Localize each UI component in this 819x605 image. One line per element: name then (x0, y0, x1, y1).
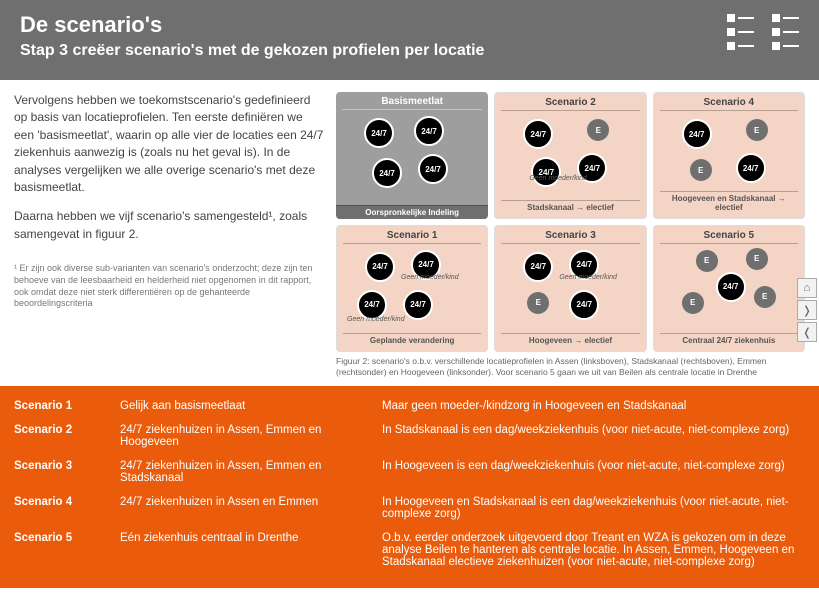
row-b: Maar geen moeder-/kindzorg in Hoogeveen … (382, 400, 805, 412)
card-note: Geen moeder/kind (559, 274, 617, 281)
node-e: E (587, 119, 609, 141)
card-scenario-1: Scenario 1 24/7 24/7 Geen moeder/kind 24… (336, 225, 488, 352)
node-247: 24/7 (418, 154, 448, 184)
row-a: Gelijk aan basismeetlaat (120, 400, 368, 412)
card-title: Basismeetlat (342, 96, 482, 110)
card-title: Scenario 1 (343, 230, 481, 244)
figure-caption: Figuur 2: scenario's o.b.v. verschillend… (336, 356, 805, 378)
card-basismeetlat: Basismeetlat 24/7 24/7 24/7 24/7 Oorspro… (336, 92, 488, 219)
card-footer: Hoogeveen en Stadskanaal → electief (660, 191, 798, 214)
row-name: Scenario 1 (14, 400, 106, 412)
card-scenario-2: Scenario 2 24/7 E 24/7 24/7 Geen moeder/… (494, 92, 646, 219)
scenario-grid-wrap: Basismeetlat 24/7 24/7 24/7 24/7 Oorspro… (336, 92, 805, 378)
table-row: Scenario 4 24/7 ziekenhuizen in Assen en… (14, 490, 805, 526)
card-title: Scenario 3 (501, 230, 639, 244)
card-footer: Centraal 24/7 ziekenhuis (660, 333, 798, 347)
card-scenario-4: Scenario 4 24/7 E E 24/7 Hoogeveen en St… (653, 92, 805, 219)
node-247: 24/7 (531, 157, 561, 187)
header: De scenario's Stap 3 creëer scenario's m… (0, 0, 819, 80)
node-e: E (746, 119, 768, 141)
node-247: 24/7 (736, 153, 766, 183)
intro-text: Vervolgens hebben we toekomstscenario's … (14, 92, 324, 378)
node-247: 24/7 (682, 119, 712, 149)
card-note: Geen moeder/kind (529, 175, 587, 182)
intro-p2: Daarna hebben we vijf scenario's samenge… (14, 208, 324, 243)
table-row: Scenario 3 24/7 ziekenhuizen in Assen, E… (14, 454, 805, 490)
row-name: Scenario 4 (14, 496, 106, 520)
card-note: Geen moeder/kind (401, 274, 459, 281)
node-247: 24/7 (569, 290, 599, 320)
node-247: 24/7 (523, 252, 553, 282)
next-button[interactable]: ❭ (797, 300, 817, 320)
intro-p1: Vervolgens hebben we toekomstscenario's … (14, 92, 324, 196)
node-e: E (696, 250, 718, 272)
node-247: 24/7 (716, 272, 746, 302)
table-row: Scenario 1 Gelijk aan basismeetlaat Maar… (14, 394, 805, 418)
card-body: 24/7 E E 24/7 (660, 113, 798, 191)
node-e: E (690, 159, 712, 181)
node-247: 24/7 (364, 118, 394, 148)
card-footer: Stadskanaal → electief (501, 200, 639, 214)
table-row: Scenario 5 Eén ziekenhuis centraal in Dr… (14, 526, 805, 574)
footnote: ¹ Er zijn ook diverse sub-varianten van … (14, 263, 324, 310)
node-247: 24/7 (403, 290, 433, 320)
chevron-left-icon: ❬ (802, 326, 811, 339)
card-note: Geen moeder/kind (347, 316, 405, 323)
card-title: Scenario 4 (660, 97, 798, 111)
node-247: 24/7 (365, 252, 395, 282)
home-icon: ⌂ (804, 282, 811, 294)
row-b: In Hoogeveen is een dag/weekziekenhuis (… (382, 460, 805, 484)
card-footer: Hoogeveen → electief (501, 333, 639, 347)
header-text: De scenario's Stap 3 creëer scenario's m… (20, 12, 484, 60)
card-body: 24/7 24/7 Geen moeder/kind 24/7 24/7 Gee… (343, 246, 481, 333)
card-body: 24/7 E 24/7 24/7 Geen moeder/kind (501, 113, 639, 200)
row-a: Eén ziekenhuis centraal in Drenthe (120, 532, 368, 568)
node-e: E (754, 286, 776, 308)
scenario-table: Scenario 1 Gelijk aan basismeetlaat Maar… (0, 386, 819, 588)
chevron-right-icon: ❭ (802, 304, 811, 317)
node-e: E (527, 292, 549, 314)
node-247: 24/7 (372, 158, 402, 188)
card-scenario-3: Scenario 3 24/7 24/7 Geen moeder/kind E … (494, 225, 646, 352)
row-a: 24/7 ziekenhuizen in Assen en Emmen (120, 496, 368, 520)
logo-icon (727, 12, 799, 50)
node-247: 24/7 (523, 119, 553, 149)
card-body: 24/7 24/7 24/7 24/7 (342, 112, 482, 203)
card-footer: Geplande verandering (343, 333, 481, 347)
prev-button[interactable]: ❬ (797, 322, 817, 342)
card-footer: Oorspronkelijke Indeling (336, 205, 488, 219)
row-b: In Hoogeveen en Stadskanaal is een dag/w… (382, 496, 805, 520)
row-a: 24/7 ziekenhuizen in Assen, Emmen en Hoo… (120, 424, 368, 448)
card-scenario-5: Scenario 5 E E 24/7 E E Centraal 24/7 zi… (653, 225, 805, 352)
card-title: Scenario 2 (501, 97, 639, 111)
node-247: 24/7 (414, 116, 444, 146)
page-title: De scenario's (20, 12, 484, 38)
row-name: Scenario 3 (14, 460, 106, 484)
row-name: Scenario 2 (14, 424, 106, 448)
node-e: E (746, 248, 768, 270)
row-b: O.b.v. eerder onderzoek uitgevoerd door … (382, 532, 805, 568)
row-b: In Stadskanaal is een dag/weekziekenhuis… (382, 424, 805, 448)
row-name: Scenario 5 (14, 532, 106, 568)
card-title: Scenario 5 (660, 230, 798, 244)
nav-buttons: ⌂ ❭ ❬ (797, 278, 817, 342)
scenario-grid: Basismeetlat 24/7 24/7 24/7 24/7 Oorspro… (336, 92, 805, 352)
card-body: E E 24/7 E E (660, 246, 798, 333)
card-body: 24/7 24/7 Geen moeder/kind E 24/7 (501, 246, 639, 333)
page-subtitle: Stap 3 creëer scenario's met de gekozen … (20, 42, 484, 60)
node-e: E (682, 292, 704, 314)
home-button[interactable]: ⌂ (797, 278, 817, 298)
table-row: Scenario 2 24/7 ziekenhuizen in Assen, E… (14, 418, 805, 454)
row-a: 24/7 ziekenhuizen in Assen, Emmen en Sta… (120, 460, 368, 484)
